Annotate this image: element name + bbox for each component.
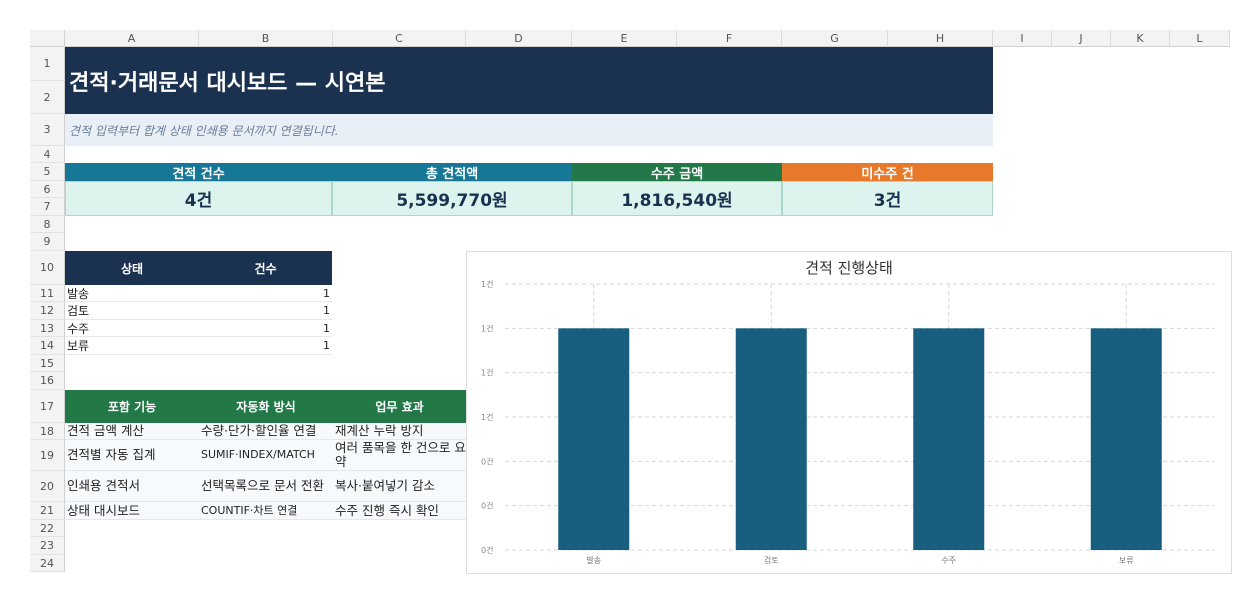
- feature-row-4-method[interactable]: COUNTIF·차트 연결: [199, 502, 333, 520]
- chart-y-tick-label: 0건: [481, 501, 493, 511]
- chart-bar-2[interactable]: [735, 328, 807, 550]
- status-row-4-count[interactable]: 1: [199, 337, 332, 355]
- kpi-quote-count-value[interactable]: 4건: [65, 181, 332, 216]
- status-chart-svg: 견적 진행상태 0건 0건 0건 1건 1건 1건 1건 발송 검토 수주 보류: [481, 259, 1215, 565]
- feature-header-method[interactable]: 자동화 방식: [236, 400, 296, 414]
- row-header-24[interactable]: 24: [30, 555, 65, 572]
- row-header-2[interactable]: 2: [30, 81, 65, 114]
- feature-row-1-method[interactable]: 수량·단가·할인율 연결: [199, 423, 333, 440]
- chart-y-tick-label: 1건: [481, 279, 493, 289]
- feature-row-3-method[interactable]: 선택목록으로 문서 전환: [199, 471, 333, 502]
- select-all-corner[interactable]: [30, 30, 65, 47]
- feature-row-2-method[interactable]: SUMIF·INDEX/MATCH: [199, 440, 333, 471]
- column-header-g[interactable]: G: [782, 30, 888, 47]
- row-header-8[interactable]: 8: [30, 216, 65, 233]
- kpi-won-amount-value[interactable]: 1,816,540원: [572, 181, 782, 216]
- status-row-1-label[interactable]: 발송: [65, 285, 199, 302]
- column-header-c[interactable]: C: [333, 30, 466, 47]
- status-row-1-count[interactable]: 1: [199, 285, 332, 302]
- status-row-2-label[interactable]: 검토: [65, 302, 199, 320]
- status-header-count[interactable]: 건수: [254, 261, 277, 276]
- feature-row-3-effect[interactable]: 복사·붙여넣기 감소: [333, 471, 466, 502]
- status-header-status[interactable]: 상태: [120, 261, 144, 276]
- chart-y-tick-label: 0건: [481, 456, 493, 466]
- row-header-22[interactable]: 22: [30, 520, 65, 537]
- status-row-2-count[interactable]: 1: [199, 302, 332, 320]
- chart-y-tick-label: 1건: [481, 412, 493, 422]
- chart-y-tick-label: 1건: [481, 368, 493, 378]
- column-header-d[interactable]: D: [466, 30, 572, 47]
- feature-row-2-feature[interactable]: 견적별 자동 집계: [65, 440, 199, 471]
- feature-header-feature[interactable]: 포함 기능: [107, 400, 157, 414]
- kpi-won-amount-label[interactable]: 수주 금액: [572, 163, 782, 182]
- kpi-quote-count-label[interactable]: 견적 건수: [65, 163, 332, 182]
- row-header-11[interactable]: 11: [30, 285, 65, 302]
- feature-row-1-effect[interactable]: 재계산 누락 방지: [333, 423, 466, 440]
- row-header-16[interactable]: 16: [30, 372, 65, 390]
- column-header-f[interactable]: F: [677, 30, 782, 47]
- feature-row-1-feature[interactable]: 견적 금액 계산: [65, 423, 199, 440]
- feature-header-effect[interactable]: 업무 효과: [375, 400, 424, 414]
- chart-y-tick-label: 1건: [481, 323, 493, 333]
- chart-x-tick-label: 보류: [1119, 556, 1134, 565]
- row-header-20[interactable]: 20: [30, 471, 65, 502]
- status-chart[interactable]: 견적 진행상태 0건 0건 0건 1건 1건 1건 1건 발송 검토 수주 보류: [466, 251, 1232, 574]
- feature-row-2-effect[interactable]: 여러 품목을 한 건으로 요약: [333, 440, 466, 471]
- row-header-14[interactable]: 14: [30, 337, 65, 355]
- row-header-1[interactable]: 1: [30, 47, 65, 81]
- row-header-21[interactable]: 21: [30, 502, 65, 520]
- row-header-18[interactable]: 18: [30, 423, 65, 440]
- column-header-l[interactable]: L: [1170, 30, 1230, 47]
- row-header-5[interactable]: 5: [30, 163, 65, 181]
- chart-x-tick-label: 검토: [764, 555, 779, 565]
- feature-row-4-effect[interactable]: 수주 진행 즉시 확인: [333, 502, 466, 520]
- column-header-k[interactable]: K: [1111, 30, 1170, 47]
- row-header-19[interactable]: 19: [30, 440, 65, 471]
- feature-table-header: [65, 390, 466, 423]
- row-header-15[interactable]: 15: [30, 355, 65, 372]
- chart-x-tick-label: 수주: [941, 556, 956, 565]
- row-header-7[interactable]: 7: [30, 198, 65, 216]
- feature-row-3-feature[interactable]: 인쇄용 견적서: [65, 471, 199, 502]
- feature-row-4-feature[interactable]: 상태 대시보드: [65, 502, 199, 520]
- row-header-6[interactable]: 6: [30, 181, 65, 198]
- chart-x-tick-label: 발송: [586, 555, 601, 565]
- kpi-total-amount-value[interactable]: 5,599,770원: [332, 181, 572, 216]
- chart-bar-3[interactable]: [913, 328, 985, 550]
- dashboard-subtitle[interactable]: 견적 입력부터 합계 상태 인쇄용 문서까지 연결됩니다.: [65, 114, 993, 146]
- row-header-3[interactable]: 3: [30, 114, 65, 146]
- row-header-10[interactable]: 10: [30, 251, 65, 285]
- status-row-3-count[interactable]: 1: [199, 320, 332, 337]
- column-header-h[interactable]: H: [888, 30, 993, 47]
- row-header-17[interactable]: 17: [30, 390, 65, 423]
- kpi-unwon-count-value[interactable]: 3건: [782, 181, 993, 216]
- row-header-9[interactable]: 9: [30, 233, 65, 251]
- column-header-b[interactable]: B: [199, 30, 333, 47]
- column-header-j[interactable]: J: [1052, 30, 1111, 47]
- column-header-e[interactable]: E: [572, 30, 677, 47]
- status-row-3-label[interactable]: 수주: [65, 320, 199, 337]
- chart-title: 견적 진행상태: [805, 259, 893, 277]
- chart-bar-4[interactable]: [1090, 328, 1162, 550]
- column-header-i[interactable]: I: [993, 30, 1052, 47]
- kpi-total-amount-label[interactable]: 총 견적액: [332, 163, 572, 182]
- kpi-unwon-count-label[interactable]: 미수주 건: [782, 163, 993, 182]
- status-row-4-label[interactable]: 보류: [65, 337, 199, 355]
- row-header-4[interactable]: 4: [30, 146, 65, 163]
- chart-y-tick-label: 0건: [481, 545, 493, 555]
- row-header-23[interactable]: 23: [30, 537, 65, 555]
- column-header-a[interactable]: A: [65, 30, 199, 47]
- dashboard-title[interactable]: 견적·거래문서 대시보드 — 시연본: [65, 47, 993, 114]
- chart-bar-1[interactable]: [558, 328, 630, 550]
- status-table-header: [65, 251, 332, 285]
- row-header-12[interactable]: 12: [30, 302, 65, 320]
- row-header-13[interactable]: 13: [30, 320, 65, 337]
